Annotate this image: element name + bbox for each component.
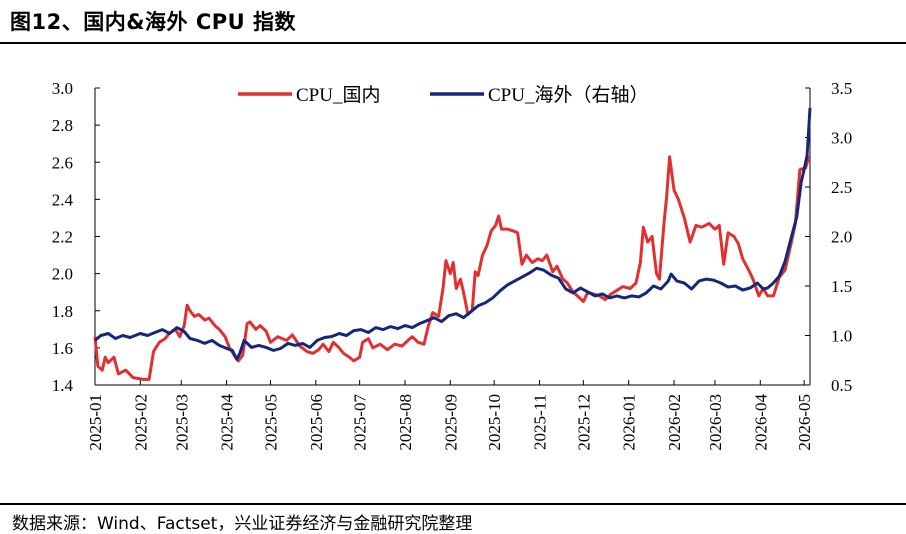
right-tick-label: 0.5 [831,376,852,395]
x-tick-label: 2025-10 [485,394,504,451]
x-tick-label: 2025-08 [396,394,415,451]
bottom-rule [0,503,906,505]
x-tick-label: 2026-05 [795,394,814,451]
x-tick-label: 2025-05 [261,394,280,451]
legend-label-overseas: CPU_海外（右轴） [488,84,648,106]
x-tick-label: 2025-07 [351,394,370,451]
right-tick-label: 2.5 [831,178,852,197]
x-tick-label: 2025-04 [218,394,237,451]
left-tick-label: 2.8 [52,116,73,135]
figure-title: 图12、国内&海外 CPU 指数 [10,10,297,34]
left-tick-label: 2.2 [52,228,73,247]
x-tick-label: 2025-03 [172,394,191,451]
left-tick-label: 1.6 [52,339,73,358]
left-tick-label: 2.4 [52,190,74,209]
series-line-domestic [93,155,812,381]
x-tick-label: 2025-11 [530,394,549,450]
right-tick-label: 2.0 [831,228,852,247]
x-tick-label: 2025-12 [574,394,593,451]
x-tick-label: 2025-01 [86,394,105,451]
x-tick-label: 2025-09 [441,394,460,451]
series-layer [93,107,812,381]
x-tick-label: 2025-02 [131,394,150,451]
top-rule [0,42,906,44]
left-tick-label: 3.0 [52,79,73,98]
legend-label-domestic: CPU_国内 [296,84,380,106]
left-tick-label: 1.4 [52,376,74,395]
x-tick-label: 2026-01 [620,394,639,451]
legend: CPU_国内 CPU_海外（右轴） [238,84,648,106]
right-tick-label: 1.5 [831,277,852,296]
series-line-overseas [94,107,812,361]
x-tick-label: 2026-02 [665,394,684,451]
x-tick-label: 2026-03 [706,394,725,451]
axes-group: 1.4 1.6 1.8 2.0 2.2 2.4 2.6 2.8 3.0 0.5 1.0 1.5 2.0 2… [52,79,853,451]
source-note: 数据来源：Wind、Factset，兴业证券经济与金融研究院整理 [12,514,473,534]
right-tick-label: 1.0 [831,327,852,346]
left-tick-label: 2.6 [52,153,73,172]
right-tick-label: 3.0 [831,129,852,148]
left-tick-label: 2.0 [52,265,73,284]
left-tick-label: 1.8 [52,302,73,321]
x-tick-label: 2025-06 [307,394,326,451]
right-tick-label: 3.5 [831,79,852,98]
x-tick-label: 2026-04 [751,394,770,451]
